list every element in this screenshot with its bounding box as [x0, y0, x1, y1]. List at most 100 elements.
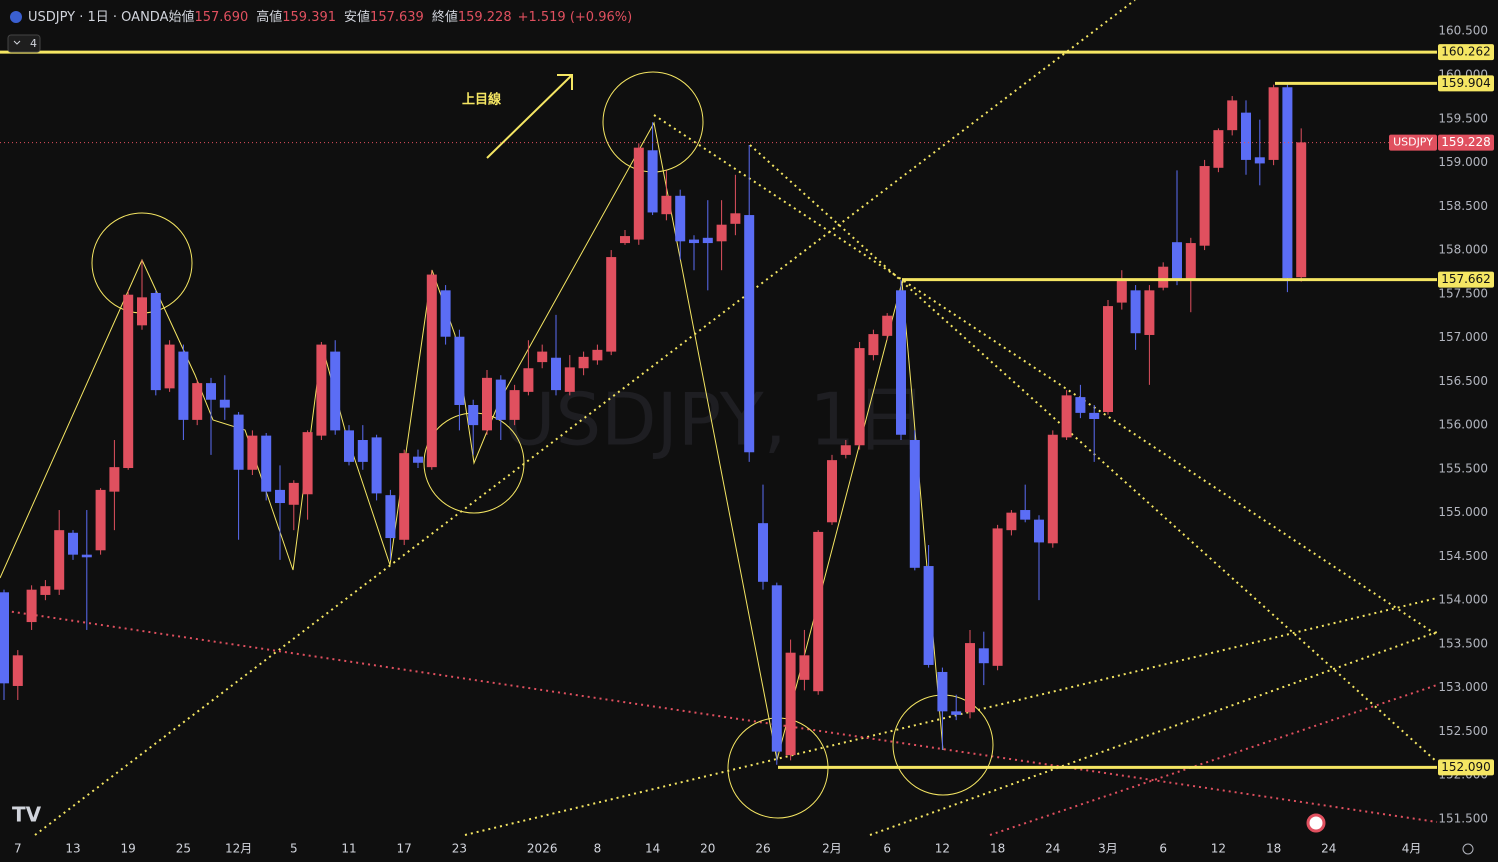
candle-body: [1227, 100, 1238, 131]
candle-body: [813, 531, 824, 692]
candle-body: [1254, 157, 1265, 164]
candle-body: [109, 467, 120, 492]
candle-body: [1020, 510, 1031, 520]
x-tick-label: 26: [755, 842, 770, 856]
x-tick-label: 18: [990, 842, 1005, 856]
zigzag: [0, 121, 944, 761]
y-tick-label: 158.000: [1438, 243, 1488, 257]
field-label: 終値: [432, 9, 458, 25]
candle-body: [454, 336, 465, 405]
candle-body: [1282, 87, 1293, 279]
x-tick-label: 8: [594, 842, 602, 856]
candle-body: [1130, 290, 1141, 334]
indicator-toggle[interactable]: [7, 34, 41, 53]
x-tick-label: 23: [452, 842, 467, 856]
field-value: 159.228: [458, 10, 512, 25]
candle-body: [1116, 279, 1127, 303]
candle-body: [288, 482, 299, 505]
candle-body: [192, 383, 203, 420]
x-tick-label: 25: [176, 842, 191, 856]
y-tick-label: 153.500: [1438, 636, 1488, 650]
candle-body: [440, 290, 451, 337]
candles: [0, 84, 1307, 765]
x-tick-label: 4月: [1402, 842, 1422, 856]
field-value: 157.690: [194, 10, 248, 25]
x-tick-label: 24: [1321, 842, 1336, 856]
field-label: 始値: [168, 9, 194, 25]
x-tick-label: 11: [341, 842, 356, 856]
candle-body: [523, 368, 534, 392]
y-tick-label: 154.500: [1438, 549, 1488, 563]
candle-body: [647, 150, 658, 213]
candle-body: [40, 586, 51, 595]
candle-body: [978, 648, 989, 664]
candle-body: [206, 383, 216, 400]
y-tick-label: 158.500: [1438, 199, 1488, 213]
trend-line: [653, 114, 1438, 636]
candle-body: [12, 655, 23, 686]
change: +1.519 (+0.96%): [518, 10, 633, 25]
candle-body: [1144, 290, 1155, 335]
price-name-tag: [1389, 134, 1437, 151]
level-label: 152.090: [1441, 760, 1491, 774]
symbol: USDJPY · 1日 · OANDA: [28, 10, 169, 25]
x-tick-label: 6: [1159, 842, 1167, 856]
y-tick-label: 159.000: [1438, 155, 1488, 169]
event-icon[interactable]: [1306, 813, 1326, 833]
arrow: [486, 74, 573, 159]
y-tick-label: 154.000: [1438, 593, 1488, 607]
candle-body: [302, 432, 313, 495]
candle-body: [233, 414, 244, 470]
candle-body: [413, 456, 423, 463]
candle-body: [344, 430, 354, 462]
arrow-head: [557, 74, 573, 90]
candle-body: [1061, 395, 1072, 438]
candle-body: [385, 495, 396, 539]
x-tick-label: 14: [645, 842, 660, 856]
y-tick-label: 157.000: [1438, 330, 1488, 344]
candle-body: [620, 236, 630, 244]
x-tick-label: 3月: [1098, 842, 1118, 856]
candle-body: [537, 351, 548, 363]
y-tick-label: 152.500: [1438, 724, 1488, 738]
settings-icon[interactable]: [1462, 843, 1474, 855]
trend-line: [34, 0, 1136, 836]
candle-body: [26, 589, 37, 623]
y-tick-label: 156.000: [1438, 418, 1488, 432]
candle-body: [909, 440, 920, 568]
candle-body: [1296, 142, 1307, 278]
candle-body: [1185, 243, 1196, 280]
candle-body: [896, 290, 906, 435]
chevron: [13, 40, 21, 45]
field-label: 高値: [256, 9, 282, 25]
candle-body: [564, 367, 575, 392]
x-tick-label: 2月: [822, 842, 842, 856]
trend-line: [0, 609, 1438, 823]
y-tick-label: 153.000: [1438, 680, 1488, 694]
y-tick-label: 151.500: [1438, 812, 1488, 826]
candle-body: [633, 147, 644, 240]
price-tag: [1438, 134, 1494, 151]
annotation: 上目線: [462, 92, 502, 108]
candle-body: [1268, 87, 1279, 160]
candle-body: [965, 643, 975, 713]
candle-body: [137, 297, 147, 326]
candle-body: [1241, 112, 1251, 160]
tv-logo: TV: [12, 803, 42, 827]
x-tick-label: 12: [1211, 842, 1226, 856]
x-tick-label: 18: [1266, 842, 1281, 856]
trend-line: [869, 631, 1438, 836]
level-label: 160.262: [1441, 45, 1491, 59]
trend-line: [989, 684, 1438, 836]
candle-body: [702, 237, 713, 244]
y-tick-label: 156.500: [1438, 374, 1488, 388]
candle-body: [1006, 512, 1017, 531]
candle-body: [482, 377, 492, 431]
header: USDJPY · 1日 · OANDA始値157.690 高値159.391 安値1…: [28, 9, 632, 25]
level-tag: [1438, 271, 1494, 288]
candle-body: [840, 445, 851, 455]
level-tag: [1438, 759, 1494, 776]
candle-body: [606, 257, 617, 352]
x-tick-label: 19: [121, 842, 136, 856]
